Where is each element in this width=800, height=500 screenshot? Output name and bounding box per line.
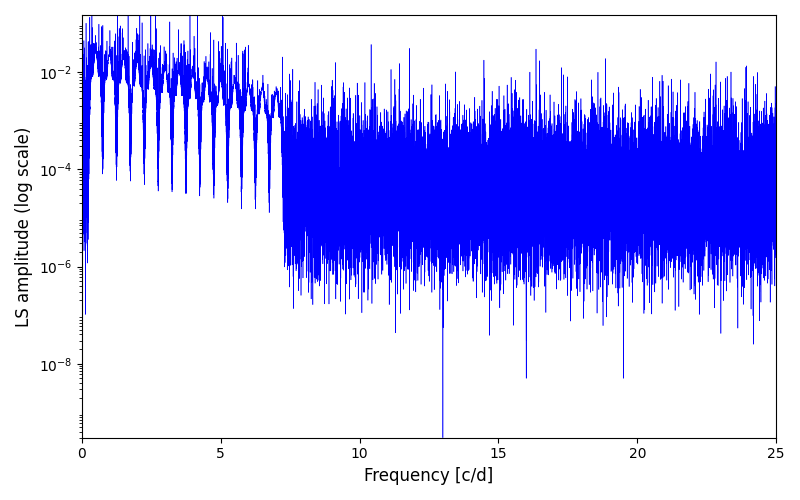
Y-axis label: LS amplitude (log scale): LS amplitude (log scale) <box>15 126 33 326</box>
X-axis label: Frequency [c/d]: Frequency [c/d] <box>364 467 494 485</box>
